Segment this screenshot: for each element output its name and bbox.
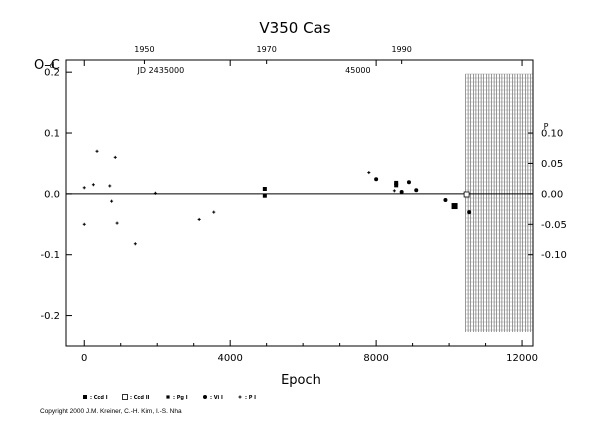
point-visual xyxy=(406,180,411,185)
y-axis-label: O–C xyxy=(34,58,60,73)
axes: 0 4000 8000 12000 -0.2 -0.1 0.0 0.1 0.2d -0.10 -0.… xyxy=(40,45,566,364)
y-tick-label: -0.2 xyxy=(40,311,60,322)
point-ccd2 xyxy=(463,191,470,198)
point-pg xyxy=(262,193,267,198)
point-photo xyxy=(153,191,157,195)
point-visual xyxy=(443,197,448,202)
legend-label: : Pg I xyxy=(173,395,188,401)
point-photo xyxy=(91,183,95,187)
plot-frame xyxy=(65,59,534,347)
legend: : Ccd I : Ccd II : Pg I : Vi I : P I xyxy=(83,394,256,401)
right-unit-label: P xyxy=(544,122,549,131)
right-tick-label: 0.05 xyxy=(541,159,563,170)
top-year-label: 1950 xyxy=(134,45,154,54)
point-photo xyxy=(212,210,216,214)
point-photo xyxy=(95,149,99,153)
legend-item: : Vi I xyxy=(203,395,223,401)
legend-label: : Ccd I xyxy=(90,395,108,401)
shaded-region xyxy=(465,73,533,332)
copyright-text: Copyright 2000 J.M. Kreiner, C.-H. Kim, … xyxy=(40,408,182,415)
point-photo xyxy=(115,221,119,225)
top-jd-label: JD 2435000 xyxy=(137,66,185,75)
top-year-label: 1990 xyxy=(391,45,411,54)
point-pg xyxy=(394,183,399,188)
data-points xyxy=(82,149,472,246)
point-ccd1 xyxy=(451,203,458,210)
legend-item: : P I xyxy=(238,395,256,401)
point-photo xyxy=(238,395,242,399)
y-tick-label: -0.1 xyxy=(40,250,60,261)
point-visual xyxy=(467,210,472,215)
point-photo xyxy=(82,186,86,190)
x-tick-label: 0 xyxy=(81,353,87,364)
point-ccd2 xyxy=(122,394,128,400)
point-photo xyxy=(108,184,112,188)
x-tick-label: 8000 xyxy=(363,353,388,364)
y-tick-label: 0.0 xyxy=(44,189,60,200)
y-tick-label: 0.2 xyxy=(44,68,60,79)
point-visual xyxy=(203,395,207,399)
legend-item: : Ccd I xyxy=(83,395,108,401)
legend-label: : P I xyxy=(245,395,256,401)
point-pg xyxy=(394,180,399,185)
point-visual xyxy=(399,190,404,195)
point-photo xyxy=(113,155,117,159)
top-jd-label: 45000 xyxy=(345,66,370,75)
point-photo xyxy=(367,171,371,175)
point-visual xyxy=(374,177,379,182)
point-photo xyxy=(392,189,396,193)
point-visual xyxy=(414,188,419,193)
point-photo xyxy=(197,217,201,221)
legend-label: : Ccd II xyxy=(130,395,150,401)
y-unit-label: d xyxy=(49,61,54,70)
right-tick-label: -0.05 xyxy=(541,220,567,231)
right-tick-label: 0.10 xyxy=(541,129,563,140)
legend-label: : Vi I xyxy=(210,395,223,401)
point-photo xyxy=(133,242,137,246)
point-photo xyxy=(82,222,86,226)
x-tick-label: 4000 xyxy=(217,353,242,364)
x-axis-label: Epoch xyxy=(281,373,321,388)
legend-item: : Pg I xyxy=(166,395,188,401)
point-pg xyxy=(262,187,267,192)
point-pg xyxy=(83,395,87,399)
point-photo xyxy=(110,199,114,203)
point-pg xyxy=(166,395,170,399)
right-tick-label: -0.10 xyxy=(541,250,567,261)
x-tick-label: 12000 xyxy=(506,353,538,364)
legend-item: : Ccd II xyxy=(122,394,150,401)
right-tick-label: 0.00 xyxy=(541,189,563,200)
chart-title: V350 Cas xyxy=(259,19,330,37)
y-tick-label: 0.1 xyxy=(44,129,60,140)
top-year-label: 1970 xyxy=(256,45,276,54)
